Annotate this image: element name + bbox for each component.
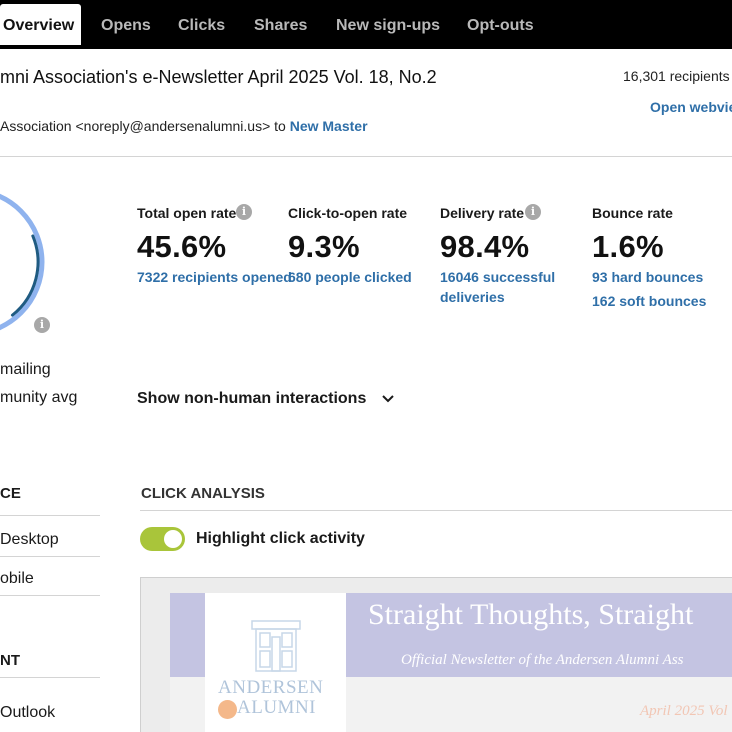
- stat-sub-soft-bounces[interactable]: 162 soft bounces: [592, 293, 707, 309]
- divider: [0, 677, 100, 678]
- stat-label-bounce-rate: Bounce rate: [592, 205, 673, 221]
- info-icon[interactable]: i: [525, 204, 541, 220]
- tab-clicks[interactable]: Clicks: [178, 17, 226, 34]
- highlight-click-toggle[interactable]: [140, 527, 185, 551]
- stat-value-click-to-open: 9.3%: [288, 229, 360, 264]
- tab-shares[interactable]: Shares: [254, 17, 308, 34]
- top-nav: Overview Opens Clicks Shares New sign-up…: [0, 0, 732, 49]
- tab-overview[interactable]: Overview: [0, 4, 81, 45]
- stat-value-delivery-rate: 98.4%: [440, 229, 530, 264]
- sender-address: Association <noreply@andersenalumni.us> …: [0, 118, 290, 134]
- stat-label-open-rate: Total open rate: [137, 205, 237, 221]
- stat-value-open-rate: 45.6%: [137, 229, 227, 264]
- divider: [0, 556, 100, 557]
- stat-sub-delivery-line2[interactable]: deliveries: [440, 289, 505, 305]
- logo-text-andersen: ANDERSEN: [218, 677, 324, 698]
- stat-sub-hard-bounces[interactable]: 93 hard bounces: [592, 269, 704, 285]
- gauge-ring: [0, 193, 45, 331]
- newsletter-date: April 2025 Vol: [640, 703, 728, 719]
- open-rate-gauge: [0, 193, 45, 331]
- non-human-interactions-toggle[interactable]: Show non-human interactions: [137, 390, 395, 408]
- stat-label-delivery-rate: Delivery rate: [440, 205, 525, 221]
- logo-text-alumni: ALUMNI: [237, 697, 316, 718]
- toggle-knob: [164, 530, 182, 548]
- header-divider: [0, 156, 732, 157]
- stat-sub-click-to-open[interactable]: 680 people clicked: [288, 269, 412, 285]
- recipient-count: 16,301 recipients: [623, 68, 730, 84]
- building-logo-icon: [251, 620, 301, 672]
- client-heading: NT: [0, 652, 20, 669]
- tab-new-sign-ups[interactable]: New sign-ups: [336, 17, 441, 34]
- device-mobile: obile: [0, 570, 34, 587]
- chevron-down-icon: [382, 395, 394, 403]
- legend-community-avg: munity avg: [0, 389, 78, 406]
- tab-opt-outs[interactable]: Opt-outs: [467, 17, 534, 34]
- list-link[interactable]: New Master: [289, 118, 368, 134]
- newsletter-subtitle: Official Newsletter of the Andersen Alum…: [401, 652, 684, 668]
- newsletter-title: Straight Thoughts, Straight: [368, 598, 694, 631]
- divider: [0, 595, 100, 596]
- stat-label-click-to-open: Click-to-open rate: [288, 205, 408, 221]
- divider: [0, 515, 100, 516]
- stat-sub-delivery-line1[interactable]: 16046 successful: [440, 269, 556, 285]
- client-outlook: Outlook: [0, 704, 56, 721]
- stat-value-bounce-rate: 1.6%: [592, 229, 664, 264]
- open-webview-link[interactable]: Open webview: [650, 99, 732, 115]
- device-heading: CE: [0, 485, 21, 502]
- click-analysis-heading: CLICK ANALYSIS: [141, 485, 265, 502]
- info-icon[interactable]: i: [236, 204, 252, 220]
- click-analysis-divider: [140, 510, 732, 511]
- stat-sub-open-rate[interactable]: 7322 recipients opened: [137, 269, 292, 285]
- gauge-arc: [10, 234, 40, 317]
- highlight-click-label: Highlight click activity: [196, 530, 365, 547]
- info-icon[interactable]: i: [34, 317, 50, 333]
- legend-this-mailing: mailing: [0, 361, 51, 378]
- device-desktop: Desktop: [0, 531, 59, 548]
- tab-opens[interactable]: Opens: [101, 17, 151, 34]
- non-human-label: Show non-human interactions: [137, 390, 367, 407]
- logo-dot: [218, 700, 237, 719]
- campaign-title: mni Association's e-Newsletter April 202…: [0, 67, 437, 87]
- sender-line: Association <noreply@andersenalumni.us> …: [0, 118, 368, 134]
